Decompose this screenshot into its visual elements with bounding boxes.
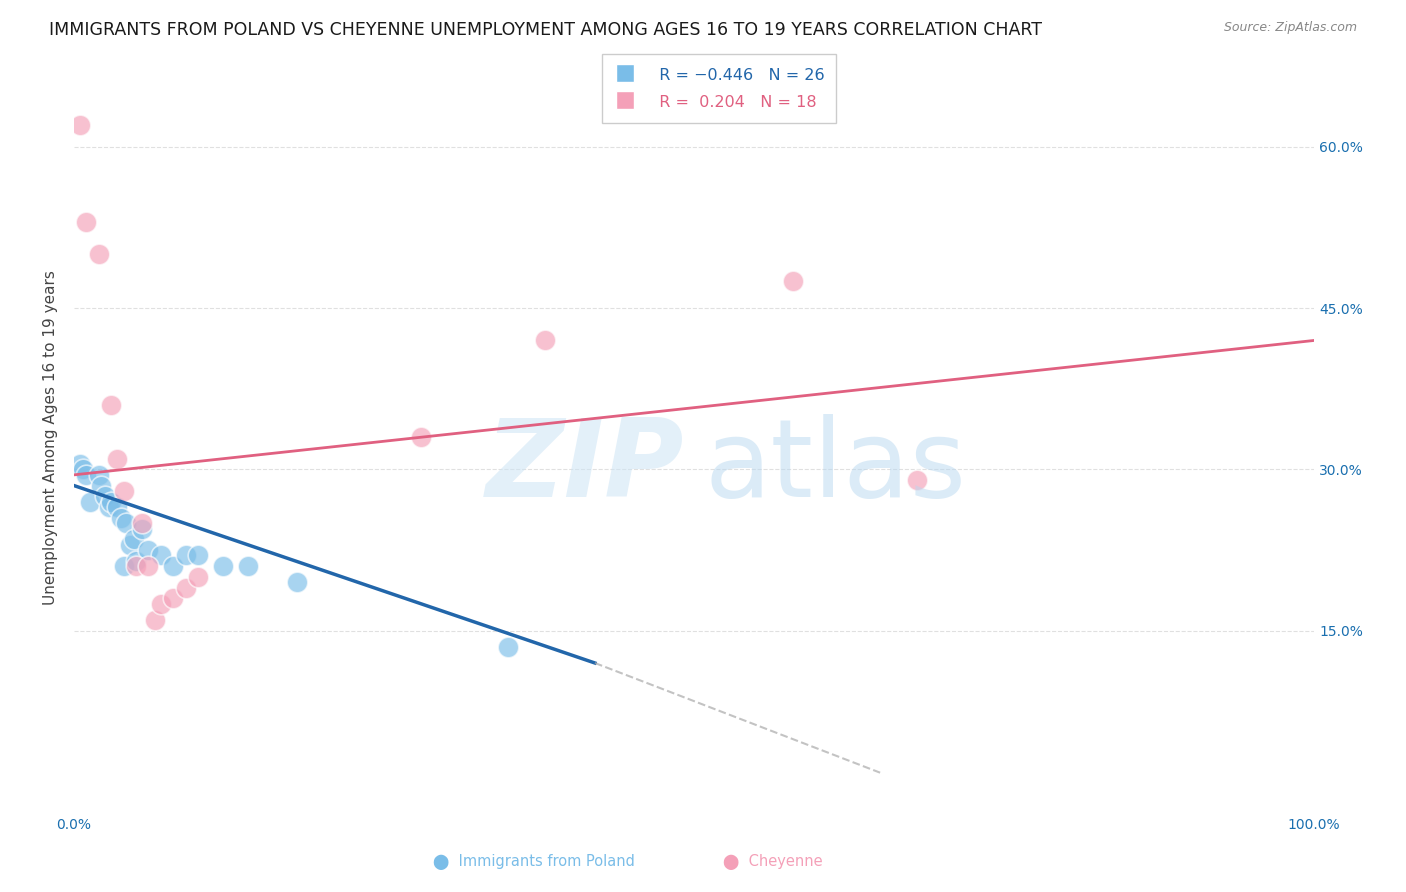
Point bbox=[115, 516, 138, 531]
Legend:   R = −0.446   N = 26,   R =  0.204   N = 18: R = −0.446 N = 26, R = 0.204 N = 18 bbox=[602, 54, 837, 123]
Point bbox=[149, 549, 172, 563]
Point bbox=[76, 215, 98, 229]
Point bbox=[187, 549, 209, 563]
Point bbox=[76, 467, 98, 482]
Point bbox=[782, 274, 804, 288]
Point bbox=[411, 430, 433, 444]
Point bbox=[112, 483, 135, 498]
Y-axis label: Unemployment Among Ages 16 to 19 years: Unemployment Among Ages 16 to 19 years bbox=[44, 269, 58, 605]
Point bbox=[107, 500, 129, 515]
Text: atlas: atlas bbox=[704, 414, 966, 520]
Point bbox=[110, 511, 132, 525]
Point bbox=[149, 597, 172, 611]
Point bbox=[79, 494, 101, 508]
Point bbox=[212, 559, 235, 574]
Point bbox=[162, 559, 184, 574]
Point bbox=[107, 451, 129, 466]
Point bbox=[174, 581, 197, 595]
Point bbox=[131, 516, 153, 531]
Point bbox=[285, 575, 308, 590]
Point bbox=[90, 478, 112, 492]
Point bbox=[97, 500, 120, 515]
Point bbox=[72, 462, 94, 476]
Point bbox=[69, 119, 91, 133]
Point bbox=[125, 559, 148, 574]
Point bbox=[100, 398, 122, 412]
Point bbox=[138, 543, 160, 558]
Point bbox=[87, 467, 110, 482]
Point bbox=[174, 549, 197, 563]
Point bbox=[236, 559, 259, 574]
Point bbox=[69, 457, 91, 471]
Text: ZIP: ZIP bbox=[486, 414, 685, 520]
Text: Source: ZipAtlas.com: Source: ZipAtlas.com bbox=[1223, 21, 1357, 34]
Text: ⬤  Cheyenne: ⬤ Cheyenne bbox=[724, 854, 823, 870]
Point bbox=[112, 559, 135, 574]
Point bbox=[100, 494, 122, 508]
Text: ⬤  Immigrants from Poland: ⬤ Immigrants from Poland bbox=[433, 854, 636, 870]
Point bbox=[87, 247, 110, 261]
Point bbox=[122, 533, 145, 547]
Point bbox=[118, 538, 141, 552]
Point bbox=[905, 473, 928, 487]
Point bbox=[94, 489, 117, 503]
Point bbox=[125, 554, 148, 568]
Point bbox=[496, 640, 519, 654]
Point bbox=[187, 570, 209, 584]
Point bbox=[534, 334, 557, 348]
Point bbox=[143, 613, 166, 627]
Text: IMMIGRANTS FROM POLAND VS CHEYENNE UNEMPLOYMENT AMONG AGES 16 TO 19 YEARS CORREL: IMMIGRANTS FROM POLAND VS CHEYENNE UNEMP… bbox=[49, 21, 1042, 38]
Point bbox=[131, 522, 153, 536]
Point bbox=[162, 591, 184, 606]
Point bbox=[138, 559, 160, 574]
